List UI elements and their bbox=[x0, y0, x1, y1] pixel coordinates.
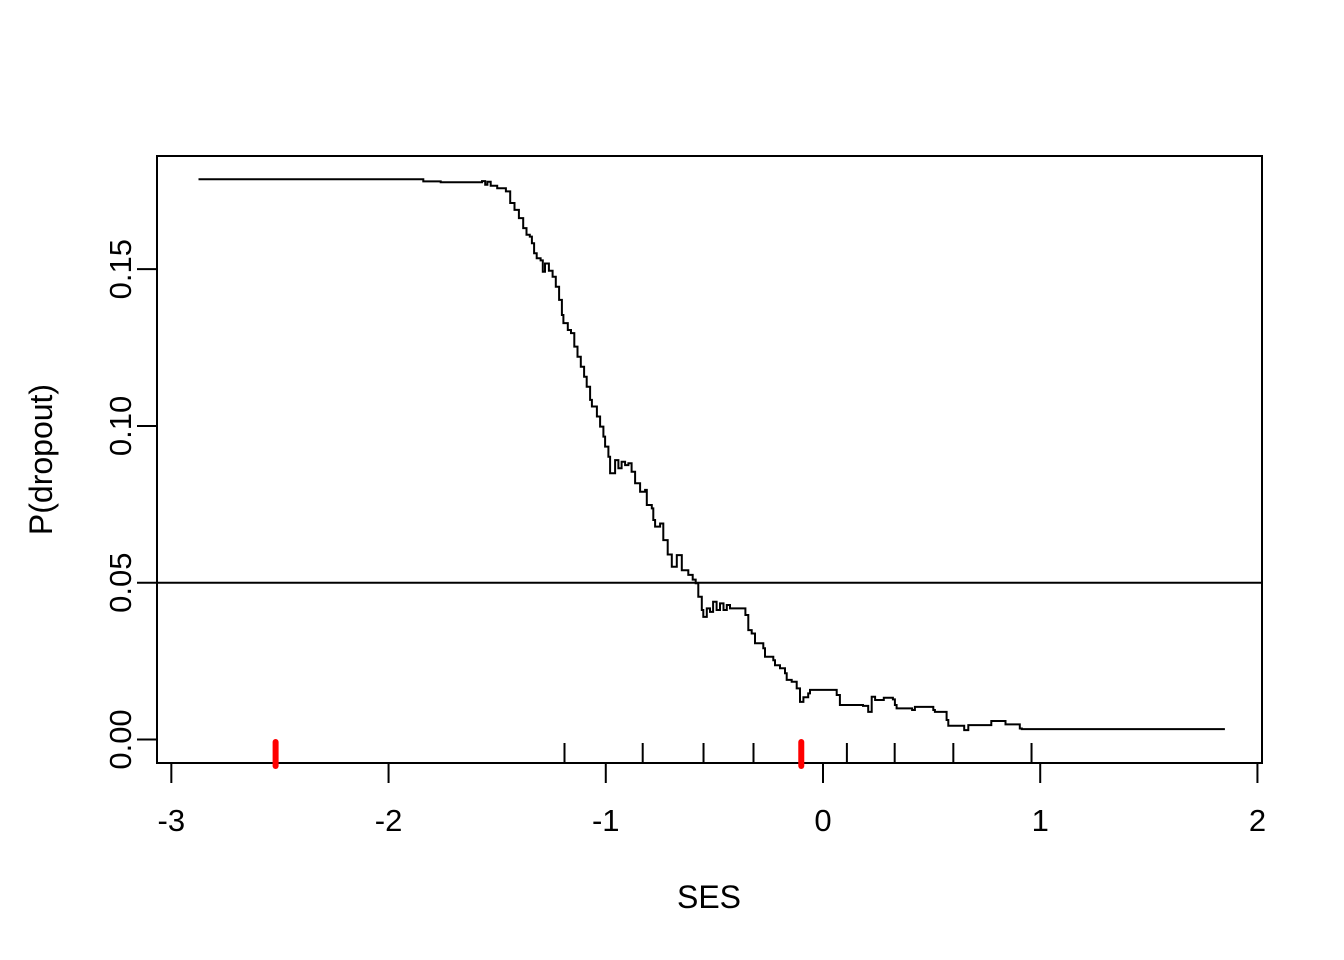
y-axis-title: P(dropout) bbox=[23, 384, 59, 535]
plot-border bbox=[156, 155, 1263, 764]
x-axis-title: SES bbox=[677, 879, 741, 915]
y-axis-tick-label: 0.10 bbox=[103, 396, 138, 456]
prediction-step-curve bbox=[198, 178, 1225, 732]
x-axis-tick-label: -1 bbox=[592, 803, 620, 838]
x-axis-tick-label: -2 bbox=[375, 803, 403, 838]
y-axis-tick-label: 0.05 bbox=[103, 553, 138, 613]
x-axis-tick-label: 1 bbox=[1032, 803, 1049, 838]
x-axis-tick-label: 2 bbox=[1249, 803, 1266, 838]
y-axis-tick-label: 0.15 bbox=[103, 239, 138, 299]
x-axis-tick-label: 0 bbox=[814, 803, 831, 838]
x-axis-tick-label: -3 bbox=[158, 803, 186, 838]
y-axis-tick-label: 0.00 bbox=[103, 709, 138, 769]
plot-generated-layer: -3 -2 -1 0 1 2 0.00 0.05 0.10 0.15 bbox=[103, 155, 1266, 838]
